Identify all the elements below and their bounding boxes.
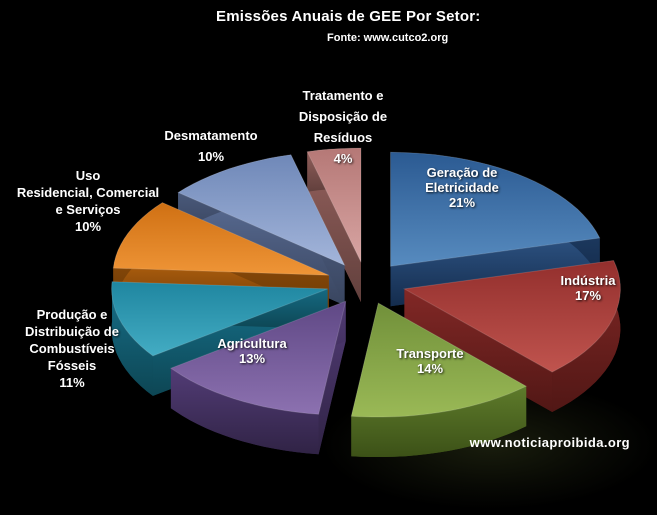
- pie-slice-agricultura: [169, 300, 347, 455]
- slice-label-agricultura: Agricultura 13%: [217, 336, 287, 366]
- pie-slice-desmatamento: [177, 154, 346, 306]
- slice-label-producao-combustiveis: Produção e Distribuição de Combustíveis …: [25, 307, 119, 390]
- watermark: www.noticiaproibida.org: [469, 435, 630, 450]
- pie-slice-industria: [402, 259, 621, 412]
- slice-label-uso-residencial: Uso Residencial, Comercial e Serviços 10…: [16, 168, 160, 234]
- slice-label-tratamento-residuos: Tratamento e Disposição de Resíduos 4%: [298, 88, 388, 166]
- slice-label-transporte: Transporte 14%: [396, 346, 464, 376]
- chart-title: Emissões Anuais de GEE Por Setor:: [216, 8, 481, 25]
- slice-label-geracao-eletricidade: Geração de Eletricidade 21%: [425, 165, 499, 210]
- slice-label-industria: Indústria 17%: [560, 273, 616, 303]
- source-note: Fonte: www.cutco2.org: [327, 32, 449, 44]
- slice-label-desmatamento: Desmatamento 10%: [164, 128, 258, 164]
- pie-slice-transporte: [350, 302, 528, 457]
